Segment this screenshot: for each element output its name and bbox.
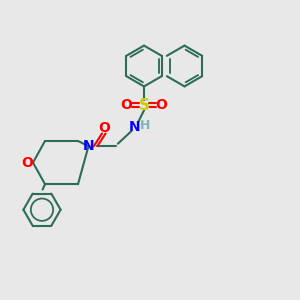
Text: O: O [22,156,34,170]
Text: H: H [140,118,150,132]
Text: N: N [83,139,94,153]
Text: O: O [98,121,110,135]
Text: O: O [155,98,167,112]
Text: S: S [139,98,149,112]
Text: N: N [129,120,141,134]
Text: O: O [121,98,133,112]
